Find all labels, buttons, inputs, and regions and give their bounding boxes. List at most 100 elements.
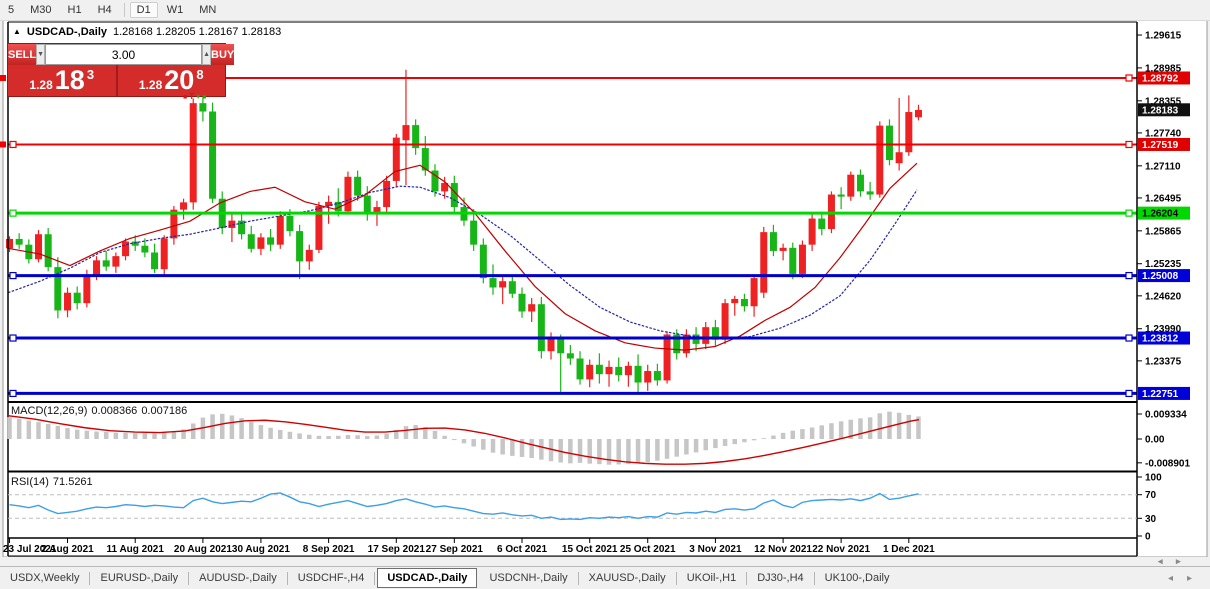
volume-increase-button[interactable]: ▲ bbox=[202, 44, 211, 65]
svg-text:22 Nov 2021: 22 Nov 2021 bbox=[812, 544, 870, 555]
svg-text:▸: ▸ bbox=[1175, 556, 1181, 566]
sell-price-display[interactable]: 1.28 18 3 bbox=[8, 65, 118, 96]
svg-text:0.009334: 0.009334 bbox=[1145, 410, 1187, 421]
sell-price-pip: 3 bbox=[86, 67, 95, 82]
timeframe-button-w1[interactable]: W1 bbox=[166, 4, 184, 16]
one-click-trading-panel: SELL ▼ ▲ BUY 1.28 18 3 1.28 20 8 bbox=[7, 43, 235, 97]
timeframe-button-5[interactable]: 5 bbox=[8, 4, 15, 16]
svg-text:2 Aug 2021: 2 Aug 2021 bbox=[41, 544, 94, 555]
svg-text:1.27519: 1.27519 bbox=[1142, 140, 1179, 151]
tab-separator bbox=[813, 571, 815, 585]
svg-text:1.28792: 1.28792 bbox=[1142, 73, 1179, 84]
rsi-name: RSI(14) bbox=[11, 476, 49, 488]
chart-tab-usdcad[interactable]: USDCAD-,Daily bbox=[377, 568, 478, 588]
chart-tab-usdx[interactable]: USDX,Weekly bbox=[10, 572, 80, 584]
macd-name: MACD(12,26,9) bbox=[11, 405, 88, 417]
object-marker-icon: ■ bbox=[202, 93, 207, 101]
svg-text:1.28985: 1.28985 bbox=[1145, 63, 1182, 74]
chart-tab-dj30[interactable]: DJ30-,H4 bbox=[757, 572, 804, 584]
chart-tab-usdcnh[interactable]: USDCNH-,Daily bbox=[489, 572, 568, 584]
chart-title: ▲ USDCAD-,Daily 1.28168 1.28205 1.28167 … bbox=[13, 26, 281, 38]
svg-text:1 Dec 2021: 1 Dec 2021 bbox=[883, 544, 935, 555]
svg-text:1.28355: 1.28355 bbox=[1145, 96, 1182, 107]
rsi-indicator-label: RSI(14) 71.5261 bbox=[11, 476, 97, 488]
sell-price-base: 1.28 bbox=[29, 78, 53, 92]
chart-tab-ukoil[interactable]: UKOil-,H1 bbox=[686, 572, 737, 584]
chart-tab-xauusd[interactable]: XAUUSD-,Daily bbox=[588, 572, 666, 584]
svg-text:20 Aug 2021: 20 Aug 2021 bbox=[174, 544, 232, 555]
svg-text:0.00: 0.00 bbox=[1145, 435, 1165, 446]
volume-decrease-button[interactable]: ▼ bbox=[36, 44, 46, 65]
buy-price-base: 1.28 bbox=[138, 78, 163, 92]
svg-text:1.28183: 1.28183 bbox=[1142, 105, 1179, 116]
svg-text:3 Nov 2021: 3 Nov 2021 bbox=[689, 544, 742, 555]
svg-text:23 Jul 2021: 23 Jul 2021 bbox=[3, 544, 57, 555]
timeframe-button-h4[interactable]: H4 bbox=[97, 4, 112, 16]
tab-scroll-arrows: ◂ ▸ bbox=[1168, 573, 1192, 584]
chart-symbol-label: USDCAD-,Daily bbox=[26, 26, 107, 38]
svg-text:12 Nov 2021: 12 Nov 2021 bbox=[754, 544, 812, 555]
svg-text:100: 100 bbox=[1145, 473, 1162, 484]
tab-separator bbox=[577, 571, 579, 585]
svg-text:25 Oct 2021: 25 Oct 2021 bbox=[620, 544, 676, 555]
object-marker-icon: ▾ bbox=[196, 92, 201, 101]
chart-ohlc-values: 1.28168 1.28205 1.28167 1.28183 bbox=[113, 26, 282, 38]
chart-tab-eurusd[interactable]: EURUSD-,Daily bbox=[100, 572, 179, 584]
buy-button[interactable]: BUY bbox=[211, 44, 235, 65]
tab-scroll-left-icon[interactable]: ◂ bbox=[1167, 572, 1173, 584]
svg-text:1.22751: 1.22751 bbox=[1142, 389, 1179, 400]
toolbar-divider bbox=[123, 3, 125, 17]
timeframe-button-mn[interactable]: MN bbox=[199, 4, 217, 16]
svg-text:30 Aug 2021: 30 Aug 2021 bbox=[232, 544, 290, 555]
svg-text:1.23990: 1.23990 bbox=[1145, 324, 1182, 335]
volume-input[interactable] bbox=[45, 44, 203, 65]
svg-text:1.24620: 1.24620 bbox=[1145, 291, 1182, 302]
chart-object-markers: ■ T ▾ ■ bbox=[183, 93, 206, 101]
svg-text:1.25008: 1.25008 bbox=[1142, 271, 1179, 282]
buy-price-pip: 8 bbox=[196, 67, 204, 82]
svg-text:0: 0 bbox=[1145, 532, 1151, 543]
sell-button[interactable]: SELL bbox=[8, 44, 37, 65]
svg-text:15 Oct 2021: 15 Oct 2021 bbox=[562, 544, 618, 555]
buy-price-display[interactable]: 1.28 20 8 bbox=[118, 65, 226, 96]
sell-price-main: 18 bbox=[54, 65, 85, 95]
tab-separator bbox=[374, 571, 376, 585]
rsi-value: 71.5261 bbox=[52, 476, 93, 488]
svg-text:1.23375: 1.23375 bbox=[1145, 356, 1182, 367]
svg-text:1.23812: 1.23812 bbox=[1142, 334, 1179, 345]
object-marker-icon: ■ bbox=[183, 93, 188, 101]
svg-text:17 Sep 2021: 17 Sep 2021 bbox=[368, 544, 426, 555]
tab-separator bbox=[675, 571, 677, 585]
expand-triangle-icon[interactable]: ▲ bbox=[13, 27, 21, 36]
svg-text:1.26495: 1.26495 bbox=[1145, 193, 1182, 204]
tab-separator bbox=[188, 571, 190, 585]
tab-separator bbox=[286, 571, 288, 585]
svg-text:6 Oct 2021: 6 Oct 2021 bbox=[497, 544, 547, 555]
svg-text:27 Sep 2021: 27 Sep 2021 bbox=[426, 544, 484, 555]
svg-text:30: 30 bbox=[1145, 514, 1157, 525]
timeframe-button-d1[interactable]: D1 bbox=[129, 2, 158, 18]
timeframe-button-h1[interactable]: H1 bbox=[67, 4, 82, 16]
chart-tab-audusd[interactable]: AUDUSD-,Daily bbox=[199, 572, 277, 584]
chart-tab-bar: USDX,Weekly EURUSD-,Daily AUDUSD-,Daily USD… bbox=[0, 566, 1210, 589]
tab-separator bbox=[89, 571, 91, 585]
svg-text:◂: ◂ bbox=[1157, 556, 1163, 566]
chart-tab-usdchf[interactable]: USDCHF-,H4 bbox=[297, 572, 365, 584]
svg-text:1.25865: 1.25865 bbox=[1145, 226, 1182, 237]
timeframe-button-m30[interactable]: M30 bbox=[30, 4, 52, 16]
macd-signal-value: 0.007186 bbox=[141, 405, 188, 417]
tab-separator bbox=[746, 571, 748, 585]
timeframe-toolbar: 5 M30 H1 H4 D1 W1 MN bbox=[0, 0, 1210, 21]
tab-scroll-right-icon[interactable]: ▸ bbox=[1186, 572, 1192, 584]
chart-tab-uk100[interactable]: UK100-,Daily bbox=[824, 572, 890, 584]
svg-text:1.29615: 1.29615 bbox=[1145, 31, 1182, 42]
svg-text:1.27740: 1.27740 bbox=[1145, 128, 1182, 139]
svg-text:1.27110: 1.27110 bbox=[1145, 161, 1181, 172]
object-marker-icon: T bbox=[189, 92, 195, 101]
svg-text:-0.008901: -0.008901 bbox=[1145, 458, 1190, 469]
svg-text:1.26204: 1.26204 bbox=[1142, 209, 1179, 220]
svg-text:11 Aug 2021: 11 Aug 2021 bbox=[106, 544, 164, 555]
svg-text:1.25235: 1.25235 bbox=[1145, 259, 1182, 270]
